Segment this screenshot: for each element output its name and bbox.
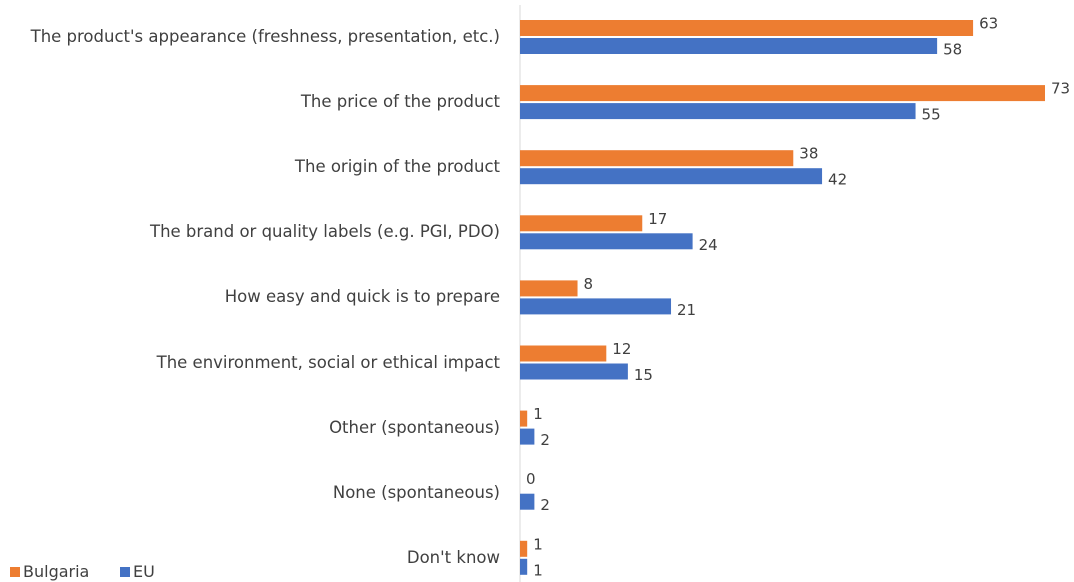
bar bbox=[520, 150, 794, 167]
bar bbox=[520, 410, 528, 427]
bar bbox=[520, 103, 916, 120]
data-label: 42 bbox=[828, 171, 847, 189]
bar bbox=[520, 38, 938, 54]
category-label: The price of the product bbox=[300, 92, 500, 112]
bar bbox=[520, 280, 578, 297]
bar bbox=[520, 233, 693, 250]
category-label: Don't know bbox=[406, 547, 500, 567]
data-label: 15 bbox=[634, 366, 653, 384]
data-label: 2 bbox=[540, 431, 550, 449]
category-label: The environment, social or ethical impac… bbox=[156, 352, 500, 372]
legend-label: Bulgaria bbox=[23, 562, 90, 581]
bar bbox=[520, 493, 535, 510]
data-label: 8 bbox=[584, 275, 594, 293]
data-label: 0 bbox=[526, 470, 536, 488]
data-label: 63 bbox=[979, 15, 998, 33]
category-label: How easy and quick is to prepare bbox=[224, 287, 500, 307]
category-label: The brand or quality labels (e.g. PGI, P… bbox=[149, 222, 500, 242]
category-label: Other (spontaneous) bbox=[329, 417, 500, 437]
category-label: The origin of the product bbox=[294, 157, 500, 177]
legend-swatch bbox=[120, 566, 130, 577]
bar bbox=[520, 363, 628, 380]
data-label: 12 bbox=[612, 340, 631, 358]
data-label: 1 bbox=[533, 405, 543, 423]
data-label: 55 bbox=[922, 106, 941, 124]
legend-item: Bulgaria bbox=[10, 562, 89, 581]
data-label: 24 bbox=[699, 236, 718, 254]
category-label: None (spontaneous) bbox=[332, 482, 500, 502]
bar bbox=[520, 540, 528, 557]
bar bbox=[520, 298, 672, 315]
bar bbox=[520, 168, 823, 185]
category-label: The product's appearance (freshness, pre… bbox=[30, 27, 500, 46]
data-label: 1 bbox=[533, 535, 543, 553]
data-label: 17 bbox=[648, 210, 667, 228]
bar bbox=[520, 428, 535, 445]
data-label: 73 bbox=[1051, 80, 1070, 98]
data-label: 38 bbox=[799, 145, 818, 163]
data-label: 21 bbox=[677, 301, 696, 319]
bar bbox=[520, 85, 1045, 102]
legend-item: EU bbox=[120, 562, 155, 581]
data-label: 58 bbox=[943, 41, 962, 59]
legend-swatch bbox=[10, 566, 20, 577]
bar bbox=[520, 215, 643, 232]
bar bbox=[520, 20, 974, 36]
data-label: 1 bbox=[533, 561, 543, 579]
bar bbox=[520, 345, 607, 362]
data-label: 2 bbox=[540, 496, 550, 514]
bar bbox=[520, 558, 528, 575]
legend-label: EU bbox=[133, 562, 155, 581]
